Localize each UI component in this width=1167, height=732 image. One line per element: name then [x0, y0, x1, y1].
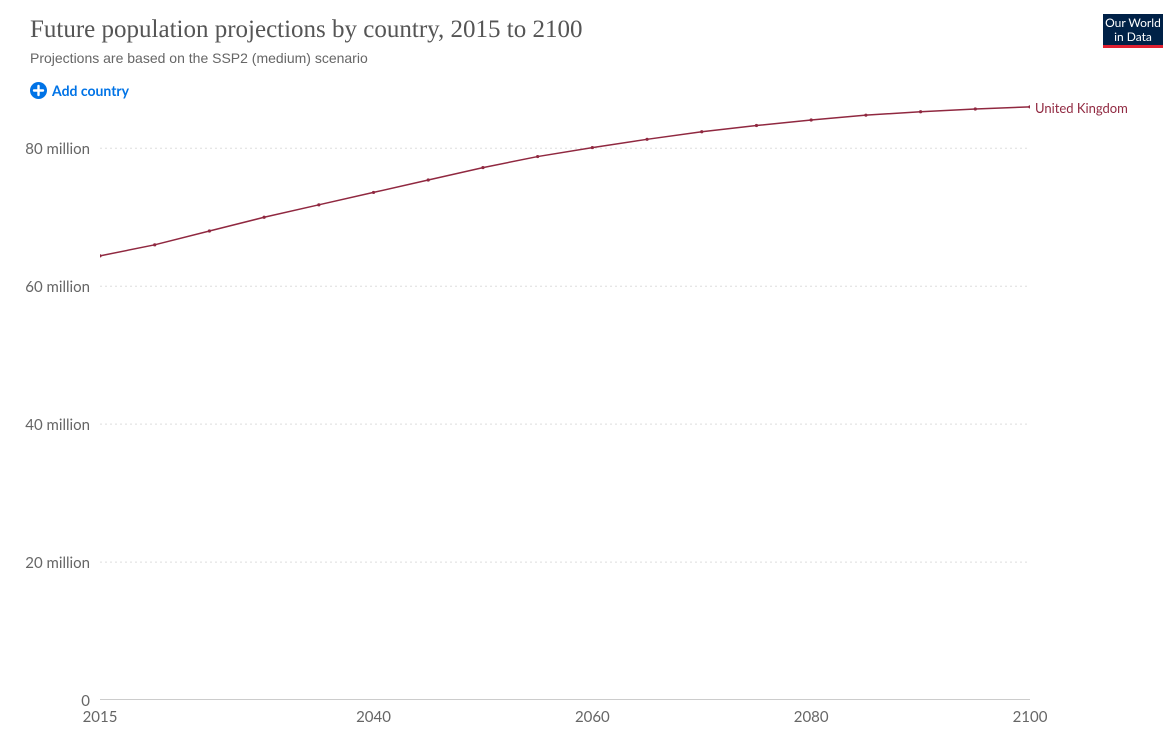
logo-line1: Our World — [1103, 16, 1163, 30]
x-axis-tick-label: 2060 — [562, 708, 622, 726]
y-axis-tick-label: 40 million — [0, 416, 90, 434]
series-label-uk[interactable]: United Kingdom — [1035, 100, 1128, 116]
x-axis-tick-label: 2040 — [344, 708, 404, 726]
line-chart — [100, 100, 1030, 700]
y-axis-tick-label: 60 million — [0, 278, 90, 296]
x-axis-tick-label: 2015 — [70, 708, 130, 726]
add-country-label: Add country — [52, 82, 129, 99]
chart-title: Future population projections by country… — [30, 16, 582, 44]
plus-circle-icon — [30, 82, 47, 99]
chart-subtitle: Projections are based on the SSP2 (mediu… — [30, 50, 368, 66]
y-axis-tick-label: 0 — [0, 692, 90, 710]
y-axis-tick-label: 20 million — [0, 554, 90, 572]
add-country-button[interactable]: Add country — [30, 82, 129, 99]
y-axis-tick-label: 80 million — [0, 140, 90, 158]
x-axis-tick-label: 2080 — [781, 708, 841, 726]
chart-container: { "title": { "text": "Future population … — [0, 0, 1167, 732]
x-axis-tick-label: 2100 — [1000, 708, 1060, 726]
owid-logo[interactable]: Our World in Data — [1103, 14, 1163, 48]
logo-line2: in Data — [1103, 30, 1163, 44]
